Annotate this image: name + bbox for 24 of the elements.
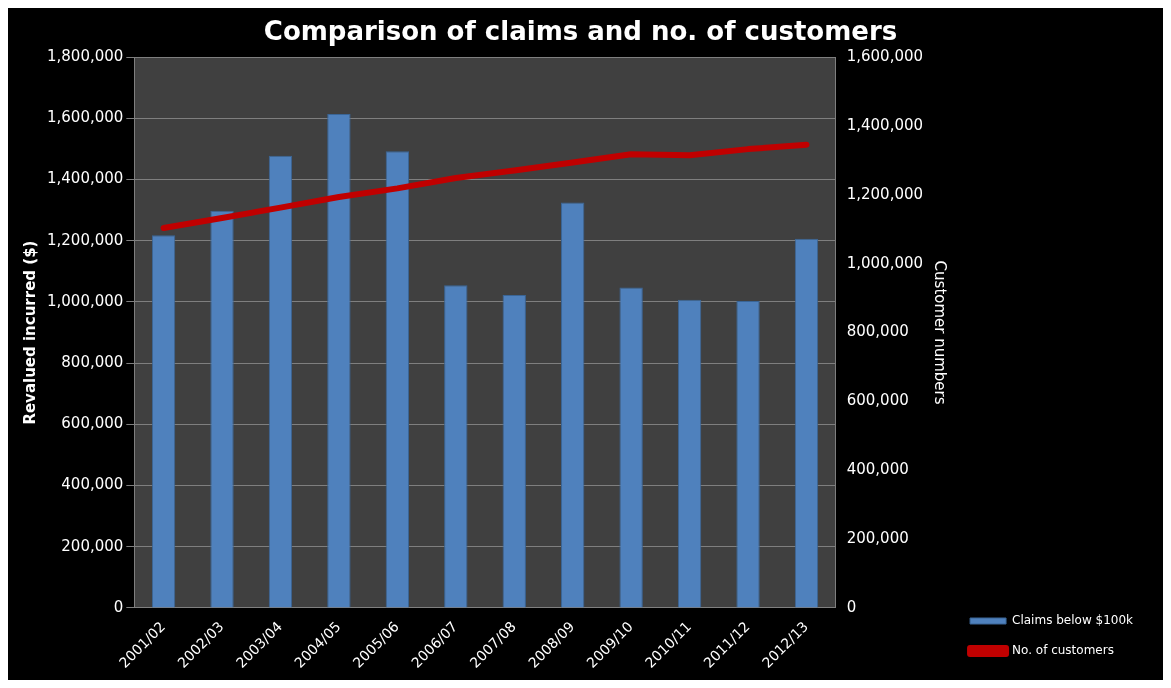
y-tick-label: 1,200,000 — [47, 230, 124, 249]
y-tick-label: 1,600,000 — [47, 108, 124, 127]
chart-title: Comparison of claims and no. of customers — [263, 16, 898, 47]
y-axis-title: Revalued incurred ($) — [20, 240, 39, 425]
y2-tick-label: 0 — [846, 597, 857, 616]
legend-label: Claims below $100k — [1012, 613, 1134, 628]
y-tick-label: 400,000 — [61, 475, 124, 494]
y-tick-label: 1,000,000 — [47, 291, 124, 310]
legend-label: No. of customers — [1012, 643, 1114, 658]
y2-tick-label: 1,400,000 — [846, 115, 924, 134]
y-tick-label: 1,400,000 — [47, 169, 124, 188]
y2-tick-label: 800,000 — [846, 322, 909, 341]
y2-tick-label: 200,000 — [846, 529, 909, 548]
y2-axis-title: Customer numbers — [931, 260, 950, 405]
y-tick-label: 800,000 — [61, 353, 124, 372]
y2-tick-label: 1,600,000 — [846, 47, 924, 66]
y-tick-label: 600,000 — [61, 414, 124, 433]
y-tick-label: 200,000 — [61, 536, 124, 555]
y2-tick-label: 600,000 — [846, 391, 909, 410]
y2-tick-label: 1,000,000 — [846, 253, 924, 272]
y-tick-label: 1,800,000 — [47, 47, 124, 66]
y2-tick-label: 400,000 — [846, 460, 909, 479]
y2-tick-label: 1,200,000 — [846, 184, 924, 203]
y-tick-label: 0 — [113, 597, 124, 616]
